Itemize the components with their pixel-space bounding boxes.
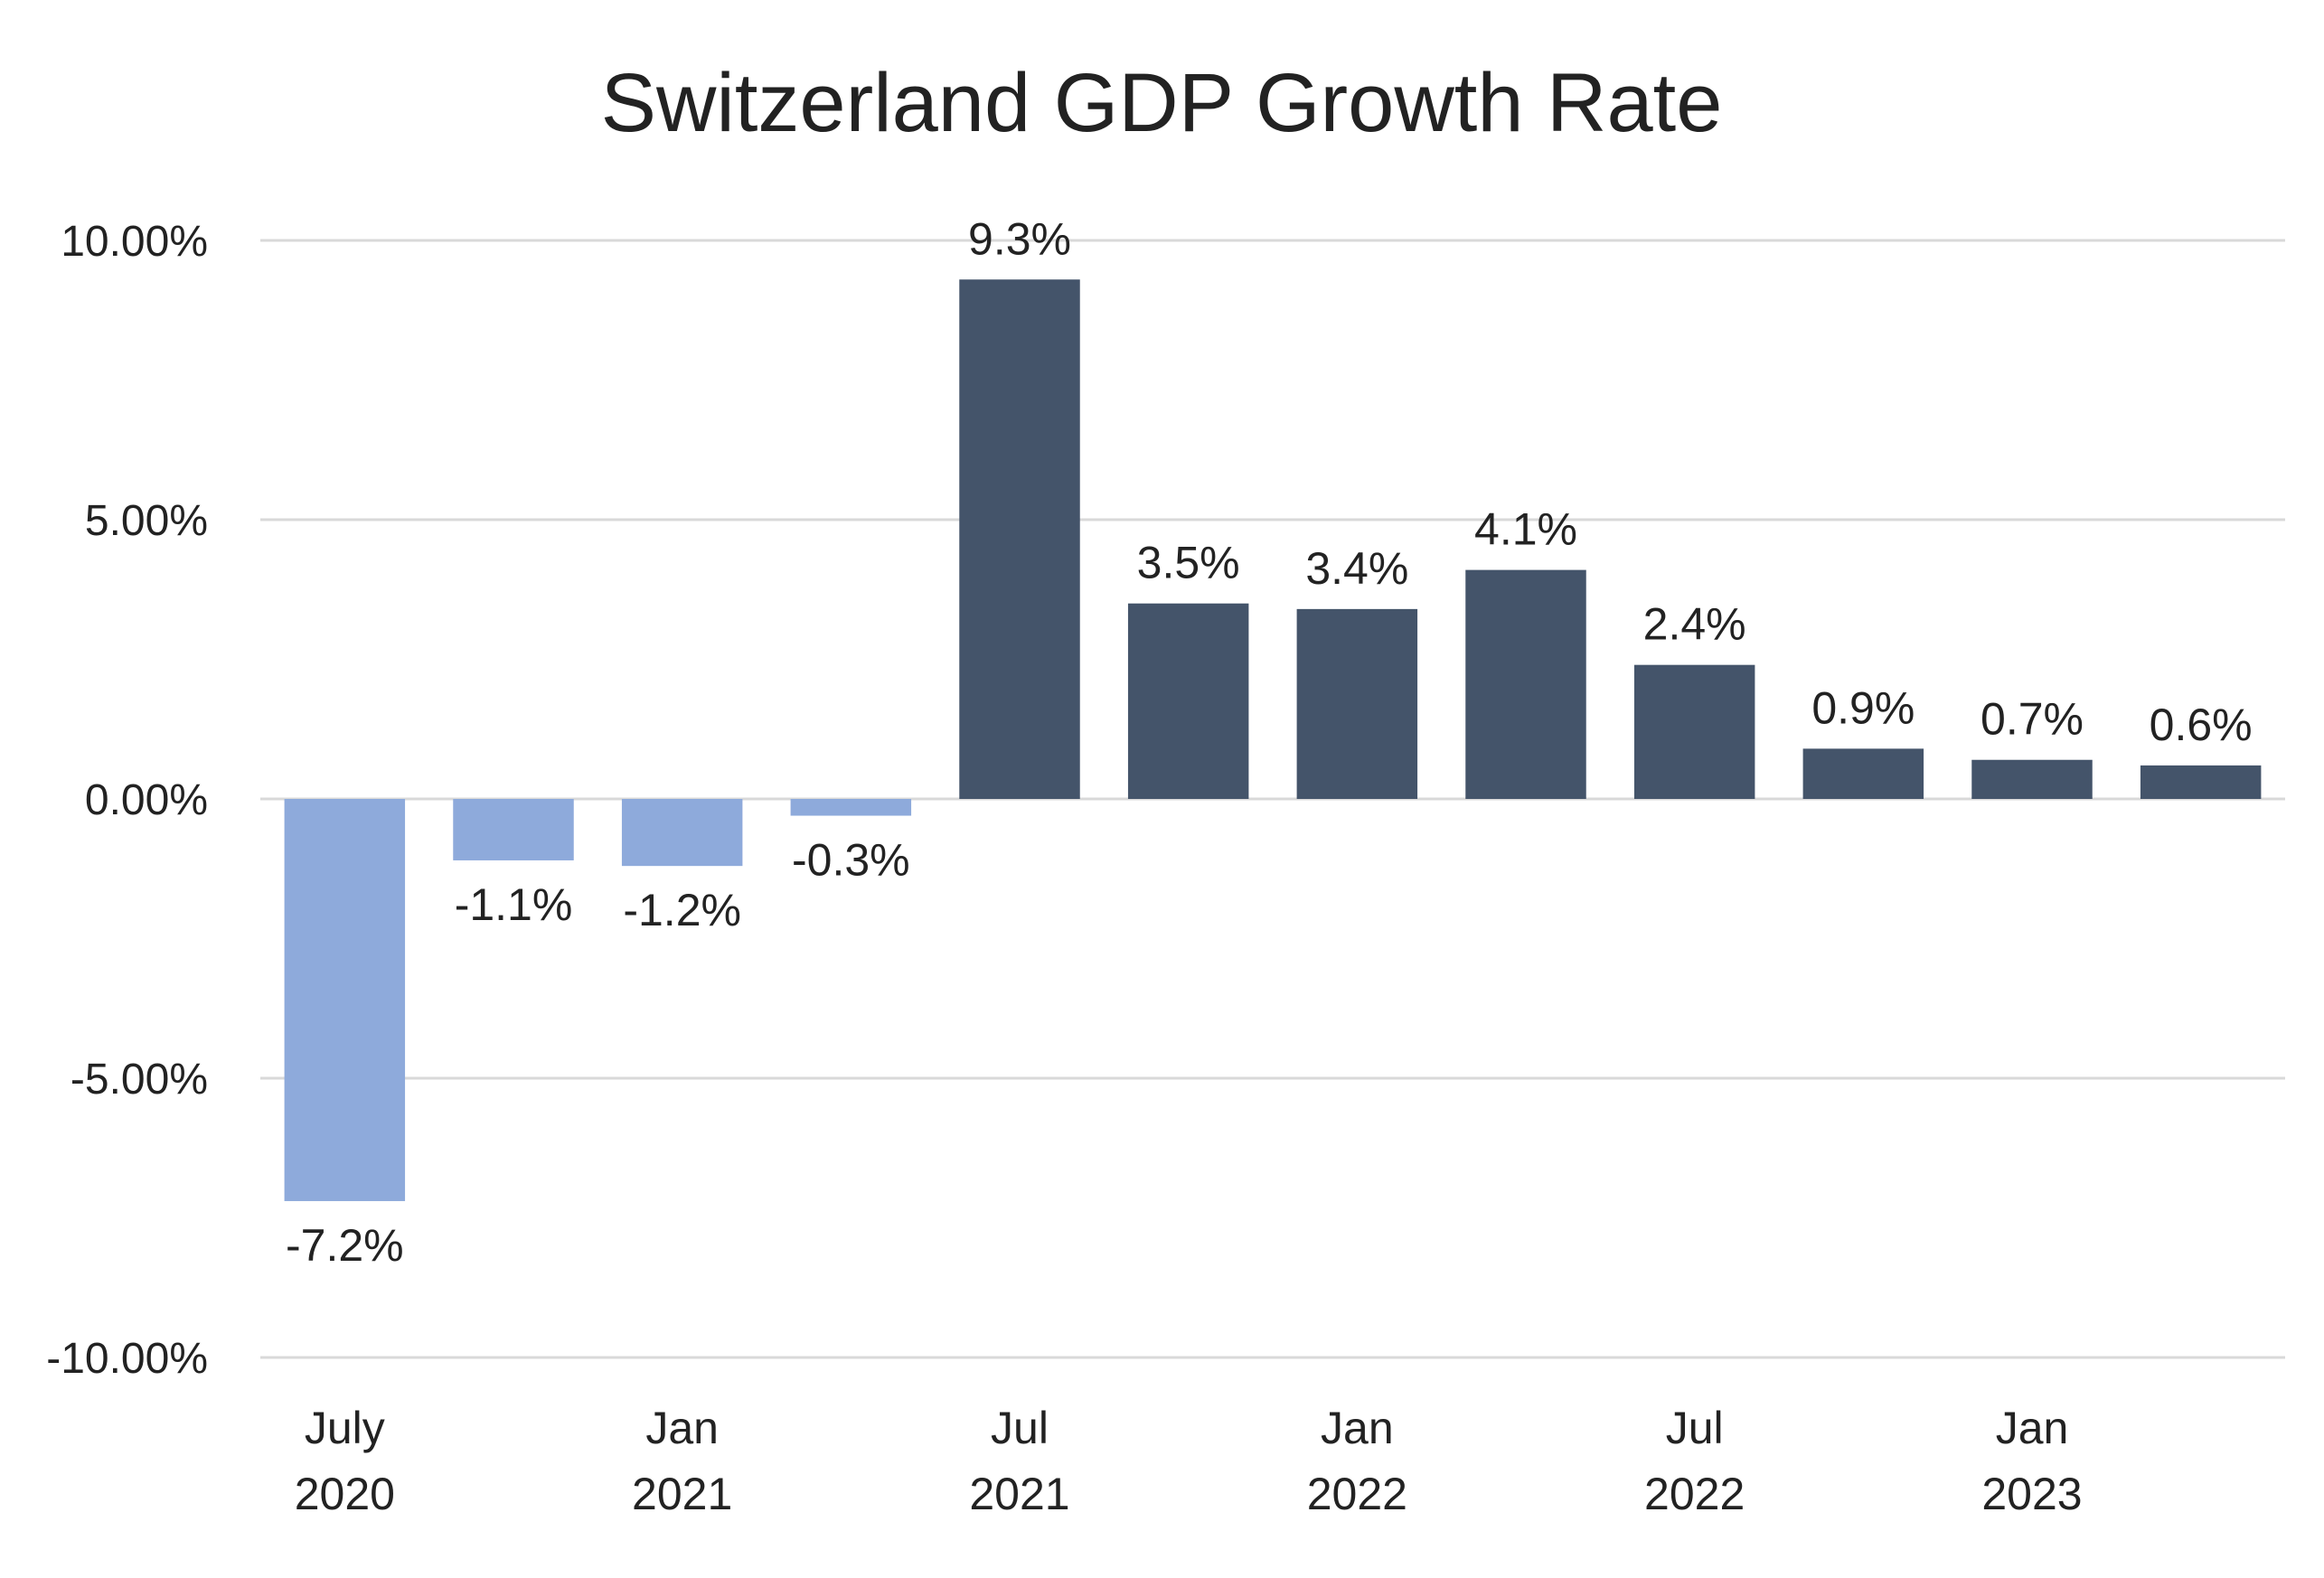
y-tick-label: 5.00% xyxy=(85,497,208,545)
bar xyxy=(959,279,1080,799)
x-axis-ticks: July 2020 Jan 2021 Jul 2021 Jan 2022 Jul 2022 Jan 2… xyxy=(295,1403,2083,1519)
bar xyxy=(1465,569,1586,799)
chart-title: Switzerland GDP Growth Rate xyxy=(601,57,1723,149)
x-tick-label-year: 2020 xyxy=(295,1469,395,1519)
bar xyxy=(621,799,743,867)
data-label: -0.3% xyxy=(792,835,910,886)
x-tick-label-month: Jul xyxy=(991,1403,1049,1453)
bars xyxy=(284,279,2262,1201)
data-label: -1.1% xyxy=(455,879,573,930)
bar xyxy=(1633,664,1755,799)
x-tick-label-month: Jan xyxy=(645,1403,719,1453)
data-label: 4.1% xyxy=(1474,504,1577,555)
data-label: -7.2% xyxy=(286,1220,404,1271)
bar xyxy=(1971,759,2093,799)
gridlines xyxy=(260,239,2285,1359)
x-tick-label-year: 2021 xyxy=(632,1469,732,1519)
x-tick-label-month: Jul xyxy=(1666,1403,1724,1453)
data-label: 9.3% xyxy=(968,213,1071,264)
x-tick-label-month: Jan xyxy=(1996,1403,2069,1453)
y-tick-label: 10.00% xyxy=(61,218,208,266)
data-label: 2.4% xyxy=(1643,599,1746,650)
x-tick-label-month: July xyxy=(305,1403,385,1453)
data-label: 0.7% xyxy=(1981,694,2084,745)
data-label: 3.4% xyxy=(1305,543,1408,594)
y-axis-ticks: 10.00% 5.00% 0.00% -5.00% -10.00% xyxy=(46,218,208,1383)
data-label: 0.9% xyxy=(1811,682,1915,733)
x-tick-label-year: 2023 xyxy=(1981,1469,2082,1519)
bar xyxy=(1127,603,1249,799)
x-tick-label-month: Jan xyxy=(1321,1403,1394,1453)
data-label: 3.5% xyxy=(1137,538,1240,588)
bar xyxy=(453,799,574,860)
y-tick-label: -5.00% xyxy=(71,1056,208,1104)
x-tick-label-year: 2022 xyxy=(1644,1469,1745,1519)
x-tick-label-year: 2021 xyxy=(969,1469,1069,1519)
bar xyxy=(790,799,912,816)
y-tick-label: 0.00% xyxy=(85,776,208,824)
bar xyxy=(1296,608,1418,799)
data-labels: -7.2% -1.1% -1.2% -0.3% 9.3% 3.5% 3.4% 4.1% 2.4%… xyxy=(286,213,2253,1271)
x-tick-label-year: 2022 xyxy=(1307,1469,1407,1519)
data-label: -1.2% xyxy=(623,885,741,935)
bar xyxy=(2140,765,2262,799)
data-label: 0.6% xyxy=(2150,700,2253,750)
y-tick-label: -10.00% xyxy=(46,1335,208,1383)
bar xyxy=(284,799,406,1201)
bar xyxy=(1802,748,1924,799)
